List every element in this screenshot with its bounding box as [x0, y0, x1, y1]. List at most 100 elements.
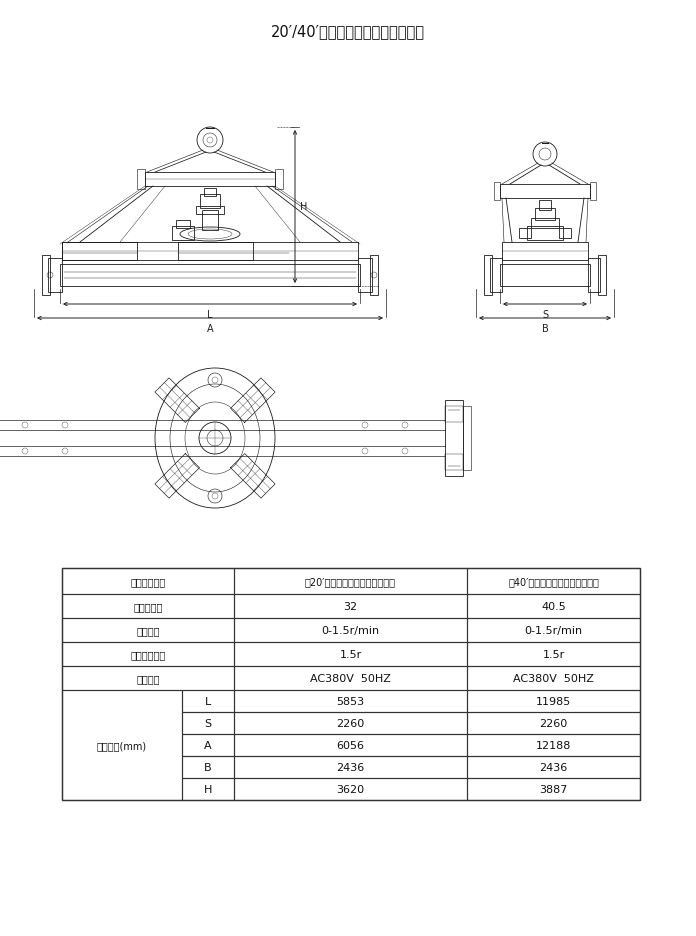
- Bar: [200, 195, 220, 209]
- Bar: [182, 756, 234, 778]
- Bar: [490, 258, 502, 293]
- Bar: [445, 401, 463, 476]
- Bar: [62, 568, 640, 800]
- Bar: [234, 756, 467, 778]
- Bar: [467, 594, 640, 619]
- Bar: [559, 228, 571, 239]
- Text: 2436: 2436: [336, 762, 365, 772]
- Text: AC380V  50HZ: AC380V 50HZ: [310, 673, 391, 683]
- Text: A: A: [204, 740, 212, 750]
- Bar: [62, 642, 234, 666]
- Text: 11985: 11985: [536, 696, 571, 707]
- Text: H: H: [204, 784, 212, 794]
- Bar: [467, 666, 640, 690]
- Bar: [182, 712, 234, 734]
- Bar: [234, 619, 467, 642]
- Text: 电源电压: 电源电压: [136, 673, 160, 683]
- Bar: [370, 256, 378, 296]
- Bar: [42, 256, 50, 296]
- Bar: [204, 189, 216, 197]
- Text: B: B: [204, 762, 212, 772]
- Bar: [500, 265, 590, 286]
- Text: 主要尺寸(mm): 主要尺寸(mm): [97, 740, 147, 750]
- Bar: [60, 265, 360, 286]
- Bar: [539, 201, 551, 211]
- Text: 6056: 6056: [336, 740, 365, 750]
- Bar: [467, 690, 640, 712]
- Bar: [275, 169, 283, 190]
- Bar: [467, 568, 640, 594]
- Bar: [202, 211, 218, 231]
- Text: 3620: 3620: [336, 784, 365, 794]
- Text: 5853: 5853: [336, 696, 365, 707]
- Bar: [445, 406, 463, 422]
- Bar: [494, 183, 500, 201]
- Bar: [467, 619, 640, 642]
- Bar: [178, 242, 253, 261]
- Bar: [196, 207, 224, 214]
- Text: 0-1.5r/min: 0-1.5r/min: [525, 625, 583, 636]
- Text: 集装箱吊型号: 集装箱吊型号: [130, 577, 166, 586]
- Bar: [467, 734, 640, 756]
- Bar: [358, 258, 372, 293]
- Bar: [463, 406, 471, 471]
- Bar: [467, 778, 640, 800]
- Bar: [62, 242, 358, 261]
- Text: 32: 32: [343, 601, 358, 611]
- Bar: [527, 227, 563, 241]
- Bar: [137, 169, 145, 190]
- Bar: [588, 258, 600, 293]
- Bar: [234, 666, 467, 690]
- Text: 20′/40′旋转集装箱吊具（吊钩式）: 20′/40′旋转集装箱吊具（吊钩式）: [271, 24, 425, 39]
- Bar: [519, 228, 531, 239]
- Bar: [535, 209, 555, 221]
- Text: 3887: 3887: [539, 784, 568, 794]
- Text: AC380V  50HZ: AC380V 50HZ: [513, 673, 594, 683]
- Text: 定20′旋转集装箱吊具（吊钩式）: 定20′旋转集装箱吊具（吊钩式）: [305, 577, 396, 586]
- Bar: [234, 690, 467, 712]
- Bar: [182, 778, 234, 800]
- Bar: [62, 666, 234, 690]
- Text: 0-1.5r/min: 0-1.5r/min: [322, 625, 379, 636]
- Bar: [502, 242, 588, 261]
- Text: 2260: 2260: [539, 718, 568, 728]
- Bar: [234, 568, 467, 594]
- Text: H: H: [300, 202, 308, 212]
- Bar: [500, 184, 590, 198]
- Text: 12188: 12188: [536, 740, 571, 750]
- Text: S: S: [542, 310, 548, 320]
- Bar: [234, 594, 467, 619]
- Bar: [62, 242, 137, 261]
- Bar: [445, 455, 463, 471]
- Bar: [182, 690, 234, 712]
- Bar: [467, 642, 640, 666]
- Text: B: B: [541, 324, 548, 333]
- Text: 1.5r: 1.5r: [542, 650, 564, 659]
- Bar: [531, 219, 559, 228]
- Text: S: S: [205, 718, 212, 728]
- Text: 40.5: 40.5: [541, 601, 566, 611]
- Text: 2260: 2260: [336, 718, 365, 728]
- Bar: [176, 221, 190, 228]
- Bar: [467, 712, 640, 734]
- Bar: [234, 734, 467, 756]
- Bar: [234, 712, 467, 734]
- Bar: [62, 619, 234, 642]
- Bar: [598, 256, 606, 296]
- Bar: [62, 594, 234, 619]
- Text: 旋转动作时间: 旋转动作时间: [130, 650, 166, 659]
- Text: L: L: [205, 696, 211, 707]
- Bar: [234, 642, 467, 666]
- Bar: [182, 734, 234, 756]
- Text: 2436: 2436: [539, 762, 568, 772]
- Text: 额定起重量: 额定起重量: [134, 601, 163, 611]
- Text: L: L: [207, 310, 213, 320]
- Bar: [145, 173, 275, 187]
- Bar: [467, 756, 640, 778]
- Bar: [484, 256, 492, 296]
- Text: 旋转速度: 旋转速度: [136, 625, 160, 636]
- Text: A: A: [207, 324, 213, 333]
- Bar: [62, 568, 234, 594]
- Bar: [172, 227, 194, 241]
- Bar: [590, 183, 596, 201]
